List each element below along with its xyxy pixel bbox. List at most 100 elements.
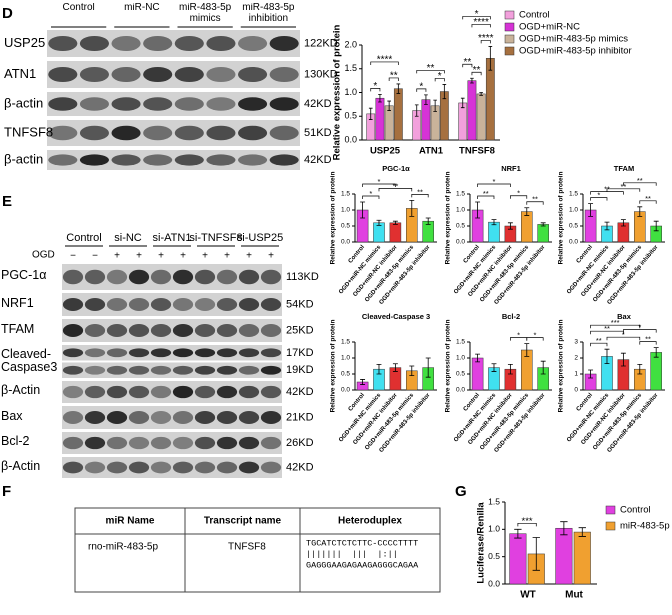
blot-size-label: 113KD [286, 271, 319, 283]
y-tick-label: 0.0 [341, 387, 350, 394]
blot-band [62, 461, 84, 474]
significance-bracket [639, 200, 657, 204]
blot-strip [47, 150, 300, 170]
blot-size-label: 42KD [304, 154, 332, 166]
blot-row-label: β-Actin [1, 384, 41, 397]
error-bar [409, 365, 415, 376]
significance-bracket [362, 195, 380, 199]
bar [488, 221, 500, 243]
blot-band [269, 35, 299, 52]
blot-row-label: TFAM [1, 322, 35, 336]
significance-label: **** [377, 55, 393, 66]
blot-band [150, 365, 172, 375]
significance-label: ** [620, 182, 626, 191]
blot-column-label: miR-483-5p inhibition [242, 3, 295, 24]
blot-band [62, 436, 84, 450]
error-bar [491, 219, 497, 226]
blot-band [269, 97, 299, 111]
blot-row-label: USP25 [4, 35, 45, 50]
blot-band [62, 269, 84, 285]
y-tick-label: 2.0 [344, 39, 357, 49]
blot-row-label-box: β-Actin [1, 384, 41, 397]
significance-bracket [510, 195, 528, 199]
error-bar [588, 369, 594, 379]
chart-title: Bax [617, 312, 632, 321]
x-tick-label: WT [520, 590, 536, 601]
blot-band [106, 324, 128, 337]
blot-band [79, 35, 109, 52]
panel-label: G [455, 483, 467, 500]
blot-band [150, 411, 172, 424]
significance-bracket [590, 197, 608, 201]
significance-bracket [462, 63, 473, 68]
y-tick-label: 1.0 [488, 524, 500, 534]
blot-size-label: 130KD [304, 68, 338, 80]
blot-band [194, 411, 216, 424]
y-tick-label: 0.5 [456, 371, 465, 378]
blot-column-label-box: miR-483-5p mimics [179, 3, 231, 23]
error-bar [604, 348, 610, 364]
blot-band [174, 35, 204, 52]
blot-band [194, 269, 216, 285]
blot-band [111, 66, 141, 83]
significance-label: ** [390, 71, 398, 82]
bar [555, 527, 573, 585]
y-tick-label: 0.5 [341, 371, 350, 378]
blot-band [216, 298, 238, 311]
blot-band [150, 348, 172, 358]
blot-column-label: si-TNFSF8 [189, 232, 242, 244]
chart-title: Cleaved-Caspase 3 [362, 312, 430, 321]
error-bar [425, 217, 431, 225]
blot-band [48, 125, 78, 141]
significance-bracket [471, 71, 482, 76]
legend-swatch [504, 46, 515, 56]
blot-band [106, 269, 128, 285]
error-bar [560, 521, 568, 536]
y-axis-label: Relative expression of protein [445, 320, 452, 413]
blot-band [62, 365, 84, 375]
significance-label: * [534, 331, 537, 340]
error-bar [653, 347, 659, 358]
y-tick-label: 0.0 [569, 239, 578, 246]
bar [476, 93, 486, 141]
error-bar [396, 83, 401, 94]
y-tick-label: 1.0 [341, 207, 350, 214]
y-axis-label: Relative expression of protein [558, 172, 565, 265]
significance-label: ** [645, 194, 651, 203]
blot-row-label: β-Actin [1, 459, 41, 473]
significance-label: * [493, 177, 496, 186]
blot-band [269, 66, 299, 83]
blot-band [216, 385, 238, 399]
blot-band [238, 348, 260, 358]
legend-label: OGD+miR-NC [519, 22, 580, 33]
significance-label: ** [483, 189, 489, 198]
blot-band [128, 324, 150, 337]
error-bar [460, 97, 465, 109]
significance-bracket [378, 188, 413, 192]
blot-band [216, 324, 238, 337]
blot-band [216, 269, 238, 285]
heteroduplex-line: TGCATCTCTCTTC-CCCCTTTT [306, 538, 418, 548]
error-bar [507, 364, 513, 375]
significance-bracket [434, 78, 445, 82]
y-axis-label: Luciferase/Renilla [476, 502, 487, 584]
table-header: Transcript name [204, 516, 282, 527]
panel-label: D [2, 5, 13, 22]
blot-band [111, 35, 141, 52]
error-bar [588, 203, 594, 217]
blot-row-label-box: Cleaved-Caspase3 [1, 348, 57, 374]
blot-band [150, 324, 172, 337]
blot-band [79, 97, 109, 111]
significance-bracket [411, 194, 429, 198]
blot-band [238, 385, 260, 399]
bar [393, 88, 403, 141]
blot-band [48, 97, 78, 111]
error-bar [442, 84, 447, 100]
panel-label: F [2, 483, 11, 500]
significance-bracket [623, 182, 657, 186]
blot-band [172, 348, 194, 358]
significance-label: ** [532, 195, 538, 204]
y-tick-label: 0 [574, 387, 578, 394]
blot-band [128, 298, 150, 311]
